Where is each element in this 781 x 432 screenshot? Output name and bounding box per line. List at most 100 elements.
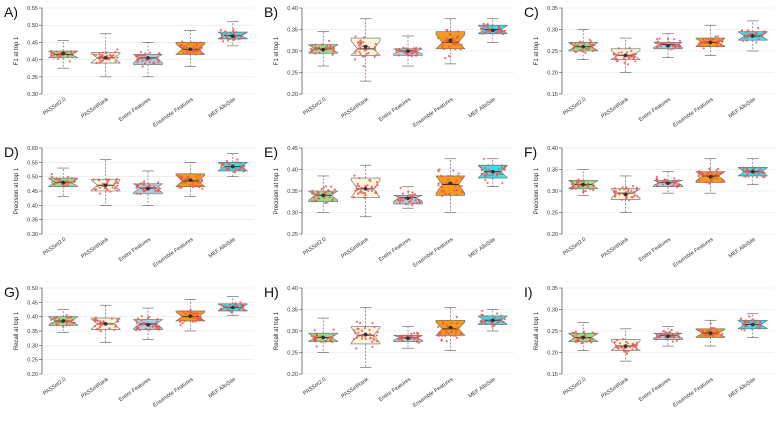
panel-label: D) <box>4 144 19 160</box>
y-tick-label: 0.25 <box>547 211 558 217</box>
data-point <box>747 171 750 174</box>
data-point <box>753 172 756 175</box>
data-point <box>437 325 440 328</box>
data-point <box>72 180 75 183</box>
box-ensemble-features <box>695 24 726 56</box>
data-point <box>359 46 362 49</box>
data-point <box>226 309 229 312</box>
data-point <box>617 51 620 54</box>
data-point <box>59 54 62 57</box>
data-point <box>591 338 594 341</box>
data-point <box>194 311 197 315</box>
data-point <box>628 54 631 57</box>
data-point <box>439 331 442 334</box>
data-point <box>620 198 623 201</box>
data-point <box>441 43 444 46</box>
data-point <box>354 35 357 38</box>
data-point <box>480 28 483 31</box>
data-point <box>109 322 112 325</box>
data-point <box>153 187 156 190</box>
data-point <box>68 60 71 63</box>
x-tick-label: PASSet2.0 <box>562 377 587 397</box>
data-point <box>620 345 623 348</box>
data-point <box>755 35 758 38</box>
data-point <box>755 319 759 322</box>
data-point <box>199 317 202 320</box>
data-point <box>239 301 242 304</box>
data-point <box>243 32 246 35</box>
data-point <box>453 189 456 192</box>
data-point <box>748 321 751 324</box>
data-point <box>447 174 450 178</box>
data-point <box>401 199 404 202</box>
data-point <box>713 326 716 330</box>
data-point <box>136 58 139 61</box>
data-point <box>155 320 158 323</box>
data-point <box>582 330 586 334</box>
y-tick-label: 0.35 <box>547 6 558 12</box>
data-point <box>415 46 418 50</box>
data-point <box>178 317 181 320</box>
y-tick-label: 0.45 <box>27 40 38 46</box>
data-point <box>416 331 419 334</box>
data-point <box>55 322 58 326</box>
y-tick-label: 0.35 <box>27 75 38 81</box>
data-point <box>713 176 716 179</box>
data-point <box>493 316 496 319</box>
data-point <box>491 325 494 328</box>
data-point <box>585 340 588 343</box>
data-point <box>67 181 70 184</box>
data-point <box>708 44 711 47</box>
data-point <box>484 30 487 34</box>
data-point <box>143 62 147 65</box>
data-point <box>589 44 592 47</box>
data-point <box>370 189 374 192</box>
data-point <box>353 329 356 332</box>
data-point <box>670 328 673 332</box>
data-point <box>714 328 717 331</box>
data-point <box>445 181 448 184</box>
data-point <box>234 161 237 164</box>
data-point <box>447 332 450 335</box>
data-point <box>406 53 409 56</box>
data-point <box>180 178 183 181</box>
data-point <box>575 182 579 185</box>
data-point <box>480 314 483 317</box>
data-point <box>709 322 712 325</box>
data-point <box>50 173 53 176</box>
data-point <box>375 181 378 184</box>
data-point <box>224 166 227 169</box>
y-tick-label: 0.40 <box>27 203 38 209</box>
x-tick-label: PASSet2.0 <box>302 377 327 397</box>
data-point <box>702 47 705 50</box>
data-point <box>98 328 101 331</box>
data-point <box>665 331 668 334</box>
data-point <box>417 341 421 344</box>
data-point <box>658 37 661 40</box>
y-tick-label: 0.35 <box>547 168 558 174</box>
data-point <box>243 309 246 312</box>
data-point <box>460 185 463 188</box>
data-point <box>184 313 187 316</box>
data-point <box>313 329 316 332</box>
panel-label: F) <box>524 144 537 160</box>
data-point <box>95 61 98 64</box>
data-point <box>673 334 676 337</box>
data-point <box>151 323 154 326</box>
data-point <box>361 333 364 336</box>
data-point <box>226 39 230 42</box>
data-point <box>233 38 236 41</box>
data-point <box>144 52 147 55</box>
data-point <box>437 170 440 173</box>
data-point <box>353 174 356 177</box>
data-point <box>587 185 590 188</box>
data-point <box>625 351 628 354</box>
y-tick-label: 0.25 <box>27 358 38 364</box>
y-tick-label: 0.40 <box>287 6 298 12</box>
data-point <box>655 175 659 178</box>
y-tick-label: 0.25 <box>287 71 298 77</box>
data-point <box>503 29 506 32</box>
data-point <box>587 48 590 51</box>
data-point <box>758 326 761 329</box>
data-point <box>720 171 723 174</box>
